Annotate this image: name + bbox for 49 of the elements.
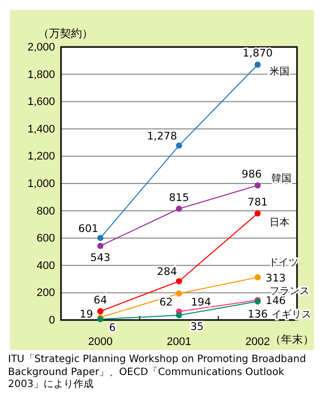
y-tick-label: 1,200 bbox=[27, 150, 55, 163]
point bbox=[254, 62, 261, 68]
point bbox=[254, 182, 261, 188]
y-tick-label: 2,000 bbox=[27, 42, 55, 54]
series-label: 米国 bbox=[270, 66, 290, 78]
point bbox=[176, 206, 182, 212]
series-label: 韓国 bbox=[272, 172, 292, 184]
data-label: 19 bbox=[80, 308, 94, 320]
point bbox=[97, 308, 104, 314]
data-label: 136 bbox=[248, 308, 268, 320]
point bbox=[254, 210, 261, 216]
data-label: 815 bbox=[168, 192, 190, 204]
point bbox=[176, 142, 182, 149]
data-label: 543 bbox=[90, 252, 110, 264]
y-tick-label: 200 bbox=[36, 287, 55, 300]
point bbox=[97, 242, 104, 249]
y-tick-label: 1,000 bbox=[27, 178, 55, 190]
point bbox=[97, 234, 104, 242]
data-label: 284 bbox=[156, 266, 178, 278]
y-tick-label: 0 bbox=[48, 314, 55, 327]
point bbox=[176, 312, 182, 318]
x-tick-label: 2002 bbox=[245, 336, 270, 348]
data-label: 35 bbox=[190, 321, 204, 334]
y-tick-label: 800 bbox=[36, 205, 55, 218]
y-axis-title: （万契約） bbox=[38, 27, 93, 40]
x-tick-label: 2001 bbox=[166, 336, 192, 348]
data-label: 313 bbox=[266, 272, 286, 284]
data-label: 986 bbox=[242, 168, 262, 180]
y-tick-label: 1,400 bbox=[27, 123, 55, 136]
data-label: 64 bbox=[94, 294, 108, 306]
data-label: 194 bbox=[190, 296, 212, 309]
data-label: 6 bbox=[108, 322, 116, 334]
data-label: 781 bbox=[248, 196, 268, 208]
x-tick-label: 2000 bbox=[88, 336, 113, 348]
y-tick-label: 600 bbox=[36, 232, 55, 245]
x-axis-title: （年末） bbox=[270, 333, 314, 346]
point bbox=[254, 274, 261, 280]
point bbox=[176, 290, 182, 297]
data-label: 1,278 bbox=[146, 130, 178, 143]
text: ITU「Strategic Planning Workshop on Promoting Broadband Background Paper」、OECD「Communications Outlook 2003」により作成 bbox=[8, 354, 307, 392]
data-label: 601 bbox=[78, 222, 98, 235]
data-label: 62 bbox=[159, 296, 173, 309]
data-label: 1,870 bbox=[242, 48, 273, 60]
y-tick-label: 400 bbox=[36, 260, 55, 272]
point bbox=[176, 278, 182, 284]
series-label: 日本 bbox=[270, 216, 290, 228]
y-tick-label: 1,600 bbox=[27, 96, 55, 108]
y-tick-label: 1,800 bbox=[27, 68, 55, 81]
data-label: 146 bbox=[266, 295, 286, 308]
